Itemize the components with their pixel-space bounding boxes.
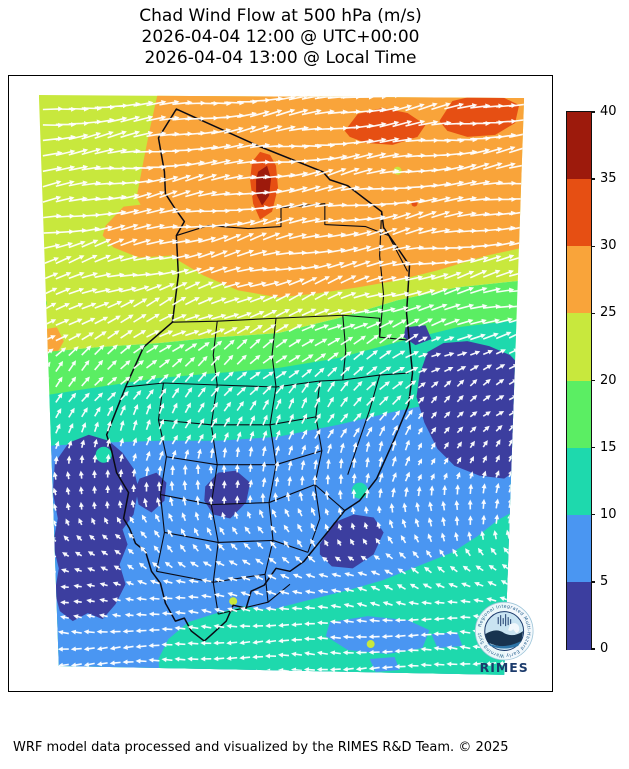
region-border [172, 314, 381, 338]
colorbar-tick [591, 178, 595, 180]
rimes-wordmark: RIMES [480, 660, 529, 675]
colorbar-tick-label: 5 [600, 573, 609, 589]
colorbar-tick-label: 20 [600, 372, 617, 388]
colorbar-tick [591, 648, 595, 650]
region-border [271, 318, 277, 388]
colorbar-segment [567, 514, 591, 583]
wave2-icon [487, 641, 522, 649]
colorbar-tick [591, 581, 595, 583]
wind-map: Regional Integrated Multi-Hazard Early W… [38, 95, 534, 675]
colorbar-tick [591, 111, 595, 113]
colorbar-tick-label: 0 [600, 641, 609, 656]
colorbar-tick [591, 379, 595, 382]
region-border [307, 380, 323, 553]
region-border [176, 203, 409, 272]
chad-national-border [105, 108, 414, 642]
region-border [160, 484, 346, 511]
colorbar-tick [591, 514, 595, 516]
region-border [156, 570, 266, 583]
colorbar: 40 35 30 25 20 15 10 5 0 [566, 104, 617, 656]
seismograph-icon [497, 614, 512, 627]
colorbar-tick-label: 35 [600, 171, 617, 187]
region-border [342, 315, 347, 381]
map-axes: Regional Integrated Multi-Hazard Early W… [8, 75, 553, 692]
chart-title-block: Chad Wind Flow at 500 hPa (m/s) 2026-04-… [8, 6, 553, 69]
colorbar-segment [567, 581, 591, 650]
colorbar-tick [591, 312, 595, 315]
region-border [125, 372, 409, 388]
region-border [164, 531, 309, 553]
admin-borders [105, 108, 414, 642]
region-border [166, 450, 323, 466]
region-border [347, 374, 381, 475]
colorbar-segment [567, 179, 591, 247]
colorbar-tick-label: 10 [600, 506, 617, 522]
colorbar-segment [567, 447, 591, 516]
wind-speed-field [38, 95, 525, 675]
colorbar-segment [567, 380, 591, 449]
colorbar-tick-label: 30 [600, 238, 617, 254]
chart-subtitle-utc: 2026-04-04 12:00 @ UTC+00:00 [141, 27, 420, 47]
colorbar-segment [567, 313, 591, 381]
region-border [158, 416, 316, 426]
colorbar-tick [591, 446, 595, 449]
wind-quiver-arrows [38, 95, 525, 675]
footer-credit: WRF model data processed and visualized … [13, 740, 509, 755]
wave-icon [485, 630, 524, 647]
colorbar-tick [591, 245, 595, 247]
rimes-logo: Regional Integrated Multi-Hazard Early W… [474, 601, 534, 675]
chart-title: Chad Wind Flow at 500 hPa (m/s) [139, 6, 422, 26]
elephant-icon [508, 623, 520, 634]
colorbar-tick-label: 15 [600, 439, 617, 455]
colorbar-segment [567, 246, 591, 314]
region-border [155, 382, 167, 572]
chart-subtitle-local: 2026-04-04 13:00 @ Local Time [144, 48, 417, 68]
colorbar-tick-label: 40 [600, 104, 617, 119]
colorbar-segment [567, 112, 591, 180]
colorbar-tick-label: 25 [600, 305, 617, 321]
